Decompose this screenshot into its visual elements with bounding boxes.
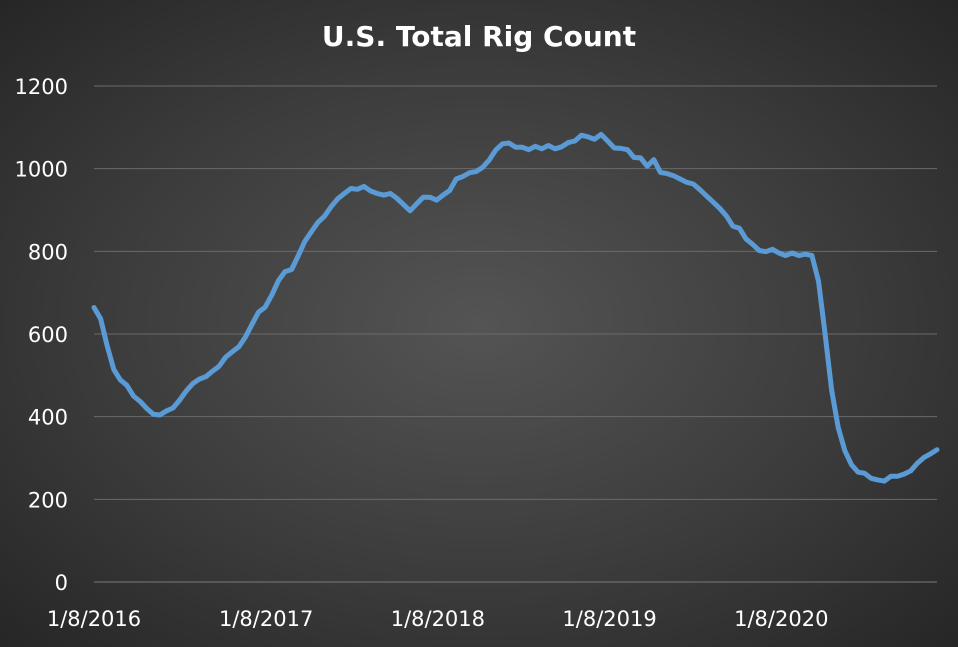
x-tick-label: 1/8/2017 xyxy=(219,607,313,631)
y-tick-label: 1000 xyxy=(15,158,68,182)
x-tick-label: 1/8/2020 xyxy=(734,607,828,631)
gridlines xyxy=(94,85,937,583)
y-tick-label: 0 xyxy=(55,571,68,595)
series-layer xyxy=(91,131,940,484)
x-tick-label: 1/8/2018 xyxy=(391,607,485,631)
x-tick-label: 1/8/2016 xyxy=(47,607,141,631)
chart-title: U.S. Total Rig Count xyxy=(322,20,636,53)
y-tick-label: 600 xyxy=(28,323,68,347)
x-tick-label: 1/8/2019 xyxy=(562,607,656,631)
y-axis-tick-labels: 0 200 400 600 800 1000 1200 xyxy=(15,75,68,595)
y-tick-label: 1200 xyxy=(15,75,68,99)
y-tick-label: 400 xyxy=(28,406,68,430)
x-axis-tick-labels: 1/8/2016 1/8/2017 1/8/2018 1/8/2019 1/8/2020 xyxy=(47,607,829,631)
series-line-rig-count xyxy=(91,131,940,484)
y-tick-label: 200 xyxy=(28,488,68,512)
y-tick-label: 800 xyxy=(28,240,68,264)
